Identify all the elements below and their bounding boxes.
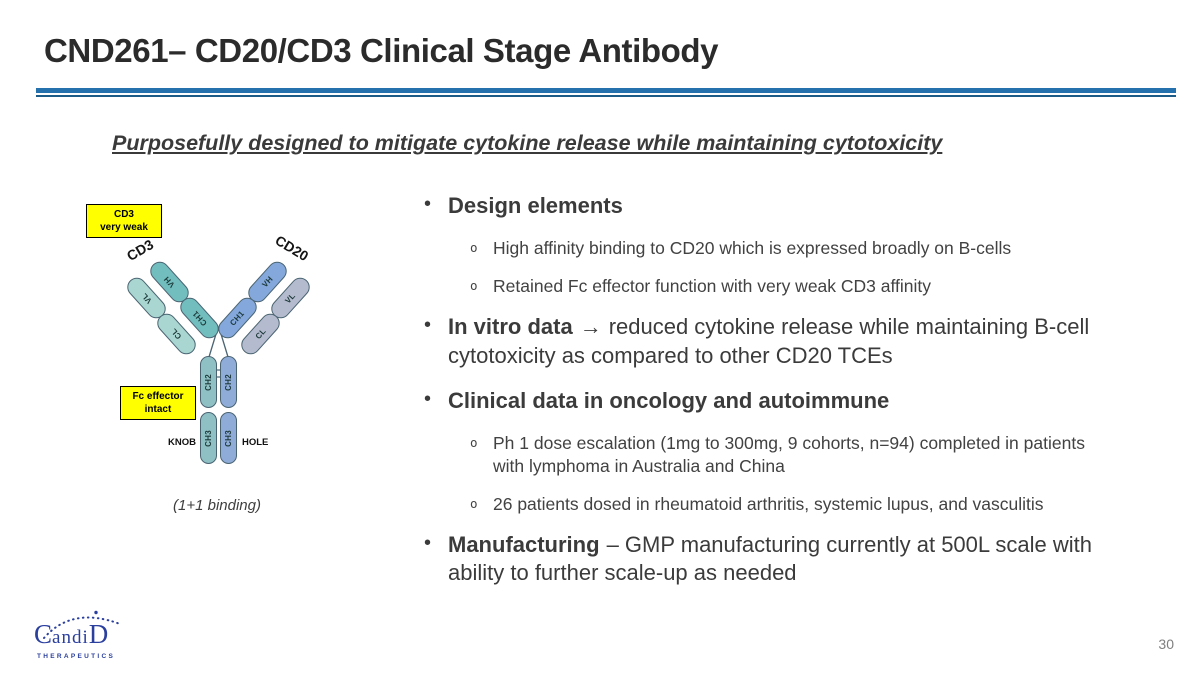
bullet-design-elements: • Design elements	[424, 192, 1116, 220]
segment-ch2-knob: CH2	[200, 356, 217, 408]
bullet-list: • Design elements o High affinity bindin…	[424, 192, 1116, 604]
diagram-caption: (1+1 binding)	[173, 497, 261, 514]
sub-bullet-autoimmune-patients: o 26 patients dosed in rheumatoid arthri…	[470, 493, 1116, 516]
sub-bullet-ph1-dose-escalation: o Ph 1 dose escalation (1mg to 300mg, 9 …	[470, 432, 1116, 478]
slide-subtitle: Purposefully designed to mitigate cytoki…	[112, 131, 943, 155]
sub-bullet-marker-icon: o	[470, 496, 478, 511]
logo-dotted-arc-icon	[43, 610, 121, 639]
sub-bullet-fc-effector: o Retained Fc effector function with ver…	[470, 275, 1116, 298]
antibody-diagram: CD3 very weak CD3 CD20 VL VH CL CH1 VH V…	[62, 196, 392, 531]
title-rule-thin	[36, 95, 1176, 97]
sub-bullet-text: 26 patients dosed in rheumatoid arthriti…	[493, 494, 1044, 514]
bullet-rest: reduced cytokine release while maintaini…	[448, 314, 1090, 368]
bullet-clinical-data: • Clinical data in oncology and autoimmu…	[424, 387, 1116, 415]
knob-label: KNOB	[168, 437, 196, 448]
bullet-lead: Clinical data in oncology and autoimmune	[448, 387, 890, 413]
bullet-in-vitro-data: • In vitro data → reduced cytokine release…	[424, 313, 1116, 369]
logo-tagline: THERAPEUTICS	[37, 653, 116, 660]
right-arrow-icon: →	[579, 314, 602, 340]
sub-bullet-text: Retained Fc effector function with very …	[493, 276, 932, 297]
bullet-lead: In vitro data	[448, 314, 573, 340]
sub-bullet-marker-icon: o	[470, 278, 478, 294]
callout-fc-line2: intact	[144, 404, 172, 415]
segment-ch3-hole: CH3	[220, 412, 237, 464]
sub-bullet-cd20-binding: o High affinity binding to CD20 which is…	[470, 237, 1116, 260]
page-number: 30	[1158, 636, 1174, 652]
bullet-marker-icon: •	[424, 532, 432, 555]
callout-fc-effector-intact: Fc effector intact	[120, 386, 196, 420]
callout-cd3-line2: very weak	[100, 222, 148, 233]
callout-cd3-very-weak: CD3 very weak	[86, 204, 162, 238]
segment-ch3-knob: CH3	[200, 412, 217, 464]
bullet-marker-icon: •	[424, 193, 432, 215]
bullet-marker-icon: •	[424, 387, 432, 410]
hole-label: HOLE	[242, 437, 269, 448]
segment-ch2-hole: CH2	[220, 356, 237, 408]
bullet-lead: Manufacturing	[448, 532, 600, 558]
bullet-manufacturing: • Manufacturing – GMP manufacturing curre…	[424, 531, 1116, 587]
sub-bullet-text: Ph 1 dose escalation (1mg to 300mg, 9 co…	[493, 432, 1085, 476]
bullet-lead: Design elements	[448, 193, 623, 218]
title-rule-thick	[36, 88, 1176, 93]
callout-fc-line1: Fc effector	[132, 391, 184, 402]
logo-wordmark: CandiD	[34, 619, 109, 649]
sub-bullet-text: High affinity binding to CD20 which is e…	[493, 238, 1012, 259]
candid-logo: CandiD THERAPEUTICS	[30, 610, 160, 668]
page-title: CND261– CD20/CD3 Clinical Stage Antibody	[44, 32, 719, 69]
bullet-rest: – GMP manufacturing currently at 500L sc…	[448, 532, 1093, 586]
title-rule	[36, 88, 1176, 97]
sub-bullet-marker-icon: o	[470, 240, 478, 256]
sub-bullet-marker-icon: o	[470, 434, 478, 450]
callout-cd3-line1: CD3	[113, 209, 134, 220]
bullet-marker-icon: •	[424, 314, 432, 337]
